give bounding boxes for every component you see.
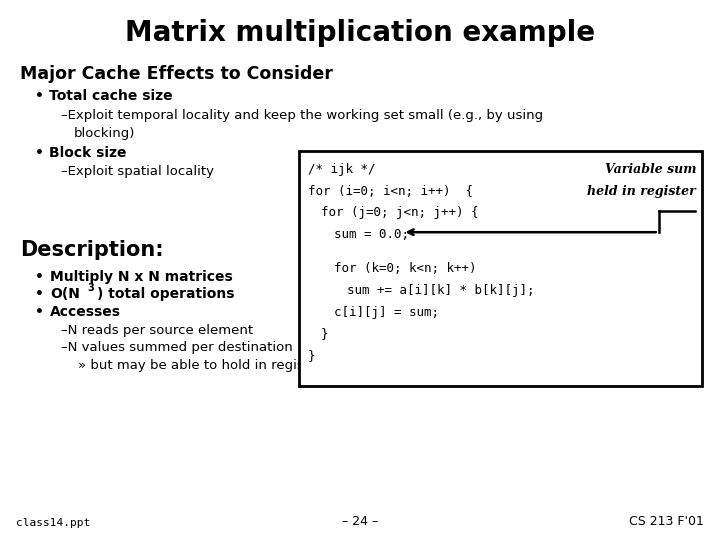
- Text: Total cache size: Total cache size: [49, 89, 173, 103]
- Text: class14.ppt: class14.ppt: [16, 518, 90, 528]
- Text: Multiply N x N matrices: Multiply N x N matrices: [50, 270, 233, 284]
- Text: – 24 –: – 24 –: [342, 515, 378, 528]
- Text: }: }: [321, 327, 328, 340]
- Text: CS 213 F'01: CS 213 F'01: [629, 515, 704, 528]
- Text: Description:: Description:: [20, 240, 163, 260]
- Text: ) total operations: ) total operations: [97, 287, 235, 301]
- Text: blocking): blocking): [74, 127, 135, 140]
- Text: –N reads per source element: –N reads per source element: [61, 324, 253, 337]
- Text: •: •: [35, 89, 43, 103]
- Text: •: •: [35, 146, 43, 160]
- FancyBboxPatch shape: [299, 151, 702, 386]
- Text: O(N: O(N: [50, 287, 80, 301]
- Text: –Exploit spatial locality: –Exploit spatial locality: [61, 165, 215, 178]
- Text: » but may be able to hold in register: » but may be able to hold in register: [78, 359, 323, 372]
- Text: held in register: held in register: [588, 185, 696, 198]
- Text: for (k=0; k<n; k++): for (k=0; k<n; k++): [334, 262, 477, 275]
- Text: Major Cache Effects to Consider: Major Cache Effects to Consider: [20, 65, 333, 83]
- Text: for (i=0; i<n; i++)  {: for (i=0; i<n; i++) {: [308, 185, 473, 198]
- Text: Accesses: Accesses: [50, 305, 122, 319]
- Text: –N values summed per destination: –N values summed per destination: [61, 341, 293, 354]
- Text: }: }: [308, 349, 315, 362]
- Text: Matrix multiplication example: Matrix multiplication example: [125, 19, 595, 47]
- Text: sum += a[i][k] * b[k][j];: sum += a[i][k] * b[k][j];: [347, 284, 534, 297]
- Text: •: •: [35, 287, 43, 301]
- Text: –Exploit temporal locality and keep the working set small (e.g., by using: –Exploit temporal locality and keep the …: [61, 109, 544, 122]
- Text: 3: 3: [87, 283, 94, 293]
- Text: Variable sum: Variable sum: [605, 163, 696, 176]
- Text: Block size: Block size: [49, 146, 127, 160]
- Text: sum = 0.0;: sum = 0.0;: [334, 228, 409, 241]
- Text: c[i][j] = sum;: c[i][j] = sum;: [334, 306, 439, 319]
- Text: •: •: [35, 305, 43, 319]
- Text: /* ijk */: /* ijk */: [308, 163, 376, 176]
- Text: •: •: [35, 270, 43, 284]
- Text: for (j=0; j<n; j++) {: for (j=0; j<n; j++) {: [321, 206, 479, 219]
